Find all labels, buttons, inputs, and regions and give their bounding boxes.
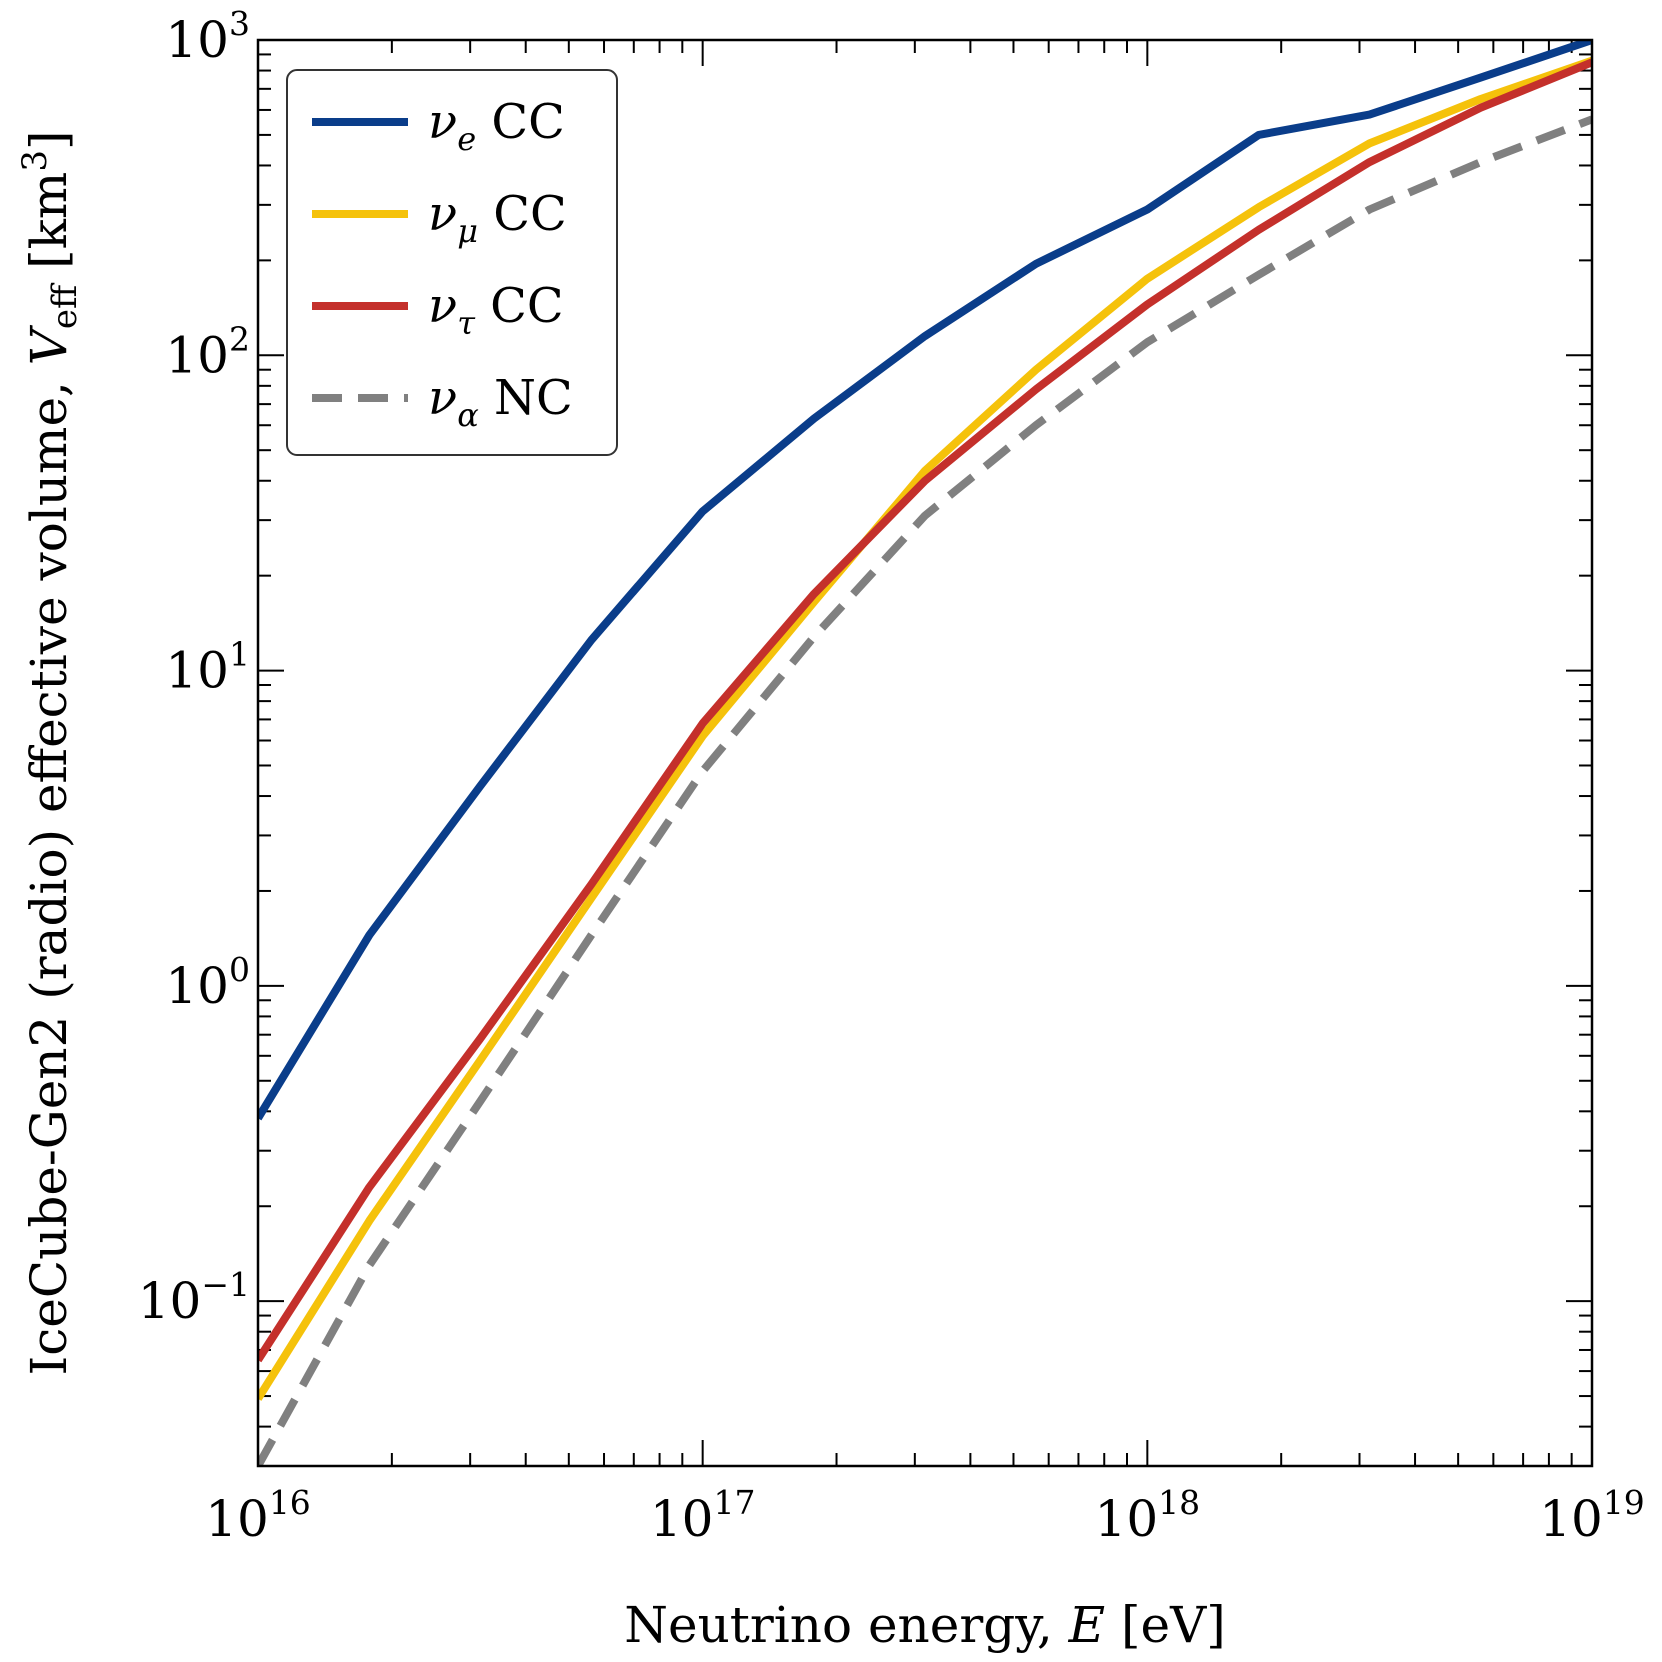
legend-label-subscript: α	[457, 396, 479, 434]
y-tick-label-exponent: 2	[229, 319, 250, 358]
y-tick-label-exponent: −1	[201, 1265, 250, 1304]
x-tick-label-base: 10	[205, 1490, 269, 1548]
y-tick-label-base: 10	[165, 326, 229, 384]
x-tick-label-exponent: 18	[1158, 1483, 1200, 1522]
x-tick-label-base: 10	[1095, 1490, 1159, 1548]
legend-label-subscript: e	[457, 120, 476, 158]
y-axis-title-unit-open: [km	[20, 172, 78, 285]
legend-label-symbol: ν	[428, 94, 457, 150]
legend-label-subscript: τ	[457, 304, 476, 342]
x-tick-label-exponent: 16	[269, 1483, 311, 1522]
x-tick-label-exponent: 17	[713, 1483, 755, 1522]
y-axis-title-main: IceCube-Gen2 (radio) effective volume,	[20, 365, 78, 1375]
x-tick-label: 1019	[1539, 1483, 1645, 1548]
legend-label-1: νe CC	[428, 94, 565, 158]
y-axis-title-unit-close: ]	[20, 131, 78, 151]
legend-label-text: CC	[476, 94, 565, 150]
legend-label-4: να NC	[428, 370, 573, 434]
legend-box	[286, 69, 618, 456]
legend-label-symbol: ν	[428, 186, 457, 242]
y-tick-label-base: 10	[165, 957, 229, 1015]
y-tick-label: 10−1	[138, 1265, 250, 1330]
x-axis-title-unit: [eV]	[1105, 1596, 1226, 1654]
y-tick-label: 103	[165, 4, 250, 69]
x-tick-label-exponent: 19	[1603, 1483, 1645, 1522]
y-axis-title-unit-sup: 3	[15, 150, 55, 172]
y-tick-label-exponent: 1	[229, 635, 250, 674]
y-axis-title: IceCube-Gen2 (radio) effective volume, V…	[15, 131, 85, 1376]
y-tick-label: 102	[165, 319, 250, 384]
legend-label-text: NC	[479, 370, 573, 426]
series-lines	[258, 40, 1592, 1466]
legend-label-text: CC	[475, 278, 564, 334]
y-tick-label-base: 10	[165, 642, 229, 700]
legend-label-symbol: ν	[428, 278, 457, 334]
x-tick-label: 1016	[205, 1483, 311, 1548]
y-tick-label-base: 10	[138, 1272, 202, 1330]
y-tick-label: 100	[165, 950, 250, 1015]
legend-label-subscript: μ	[457, 212, 478, 250]
series-line-1	[258, 40, 1592, 1121]
y-axis-title-sub: eff	[45, 282, 85, 329]
x-axis-title-var: E	[1068, 1596, 1106, 1654]
y-tick-label-exponent: 0	[229, 950, 250, 989]
x-tick-label: 1018	[1095, 1483, 1201, 1548]
y-tick-label-base: 10	[165, 11, 229, 69]
x-tick-label-base: 10	[650, 1490, 714, 1548]
plot-frame	[256, 38, 1594, 1468]
y-tick-label-exponent: 3	[229, 4, 250, 43]
series-line-2	[258, 56, 1592, 1401]
legend-label-symbol: ν	[428, 370, 457, 426]
minor-ticks	[258, 40, 1592, 1467]
series-line-3	[258, 58, 1592, 1363]
legend-label-text: CC	[478, 186, 567, 242]
y-axis-title-var: V	[20, 324, 78, 365]
legend-label-3: ντ CC	[428, 278, 564, 342]
x-tick-labels: 1016 1017 1018 1019	[205, 1483, 1645, 1548]
y-tick-label: 101	[165, 635, 250, 700]
x-axis-title-main: Neutrino energy,	[624, 1596, 1068, 1654]
x-axis-title: Neutrino energy, E [eV]	[624, 1596, 1226, 1654]
legend-label-2: νμ CC	[428, 186, 567, 250]
x-tick-label-base: 10	[1539, 1490, 1603, 1548]
series-line-4	[258, 115, 1592, 1466]
x-tick-label: 1017	[650, 1483, 756, 1548]
